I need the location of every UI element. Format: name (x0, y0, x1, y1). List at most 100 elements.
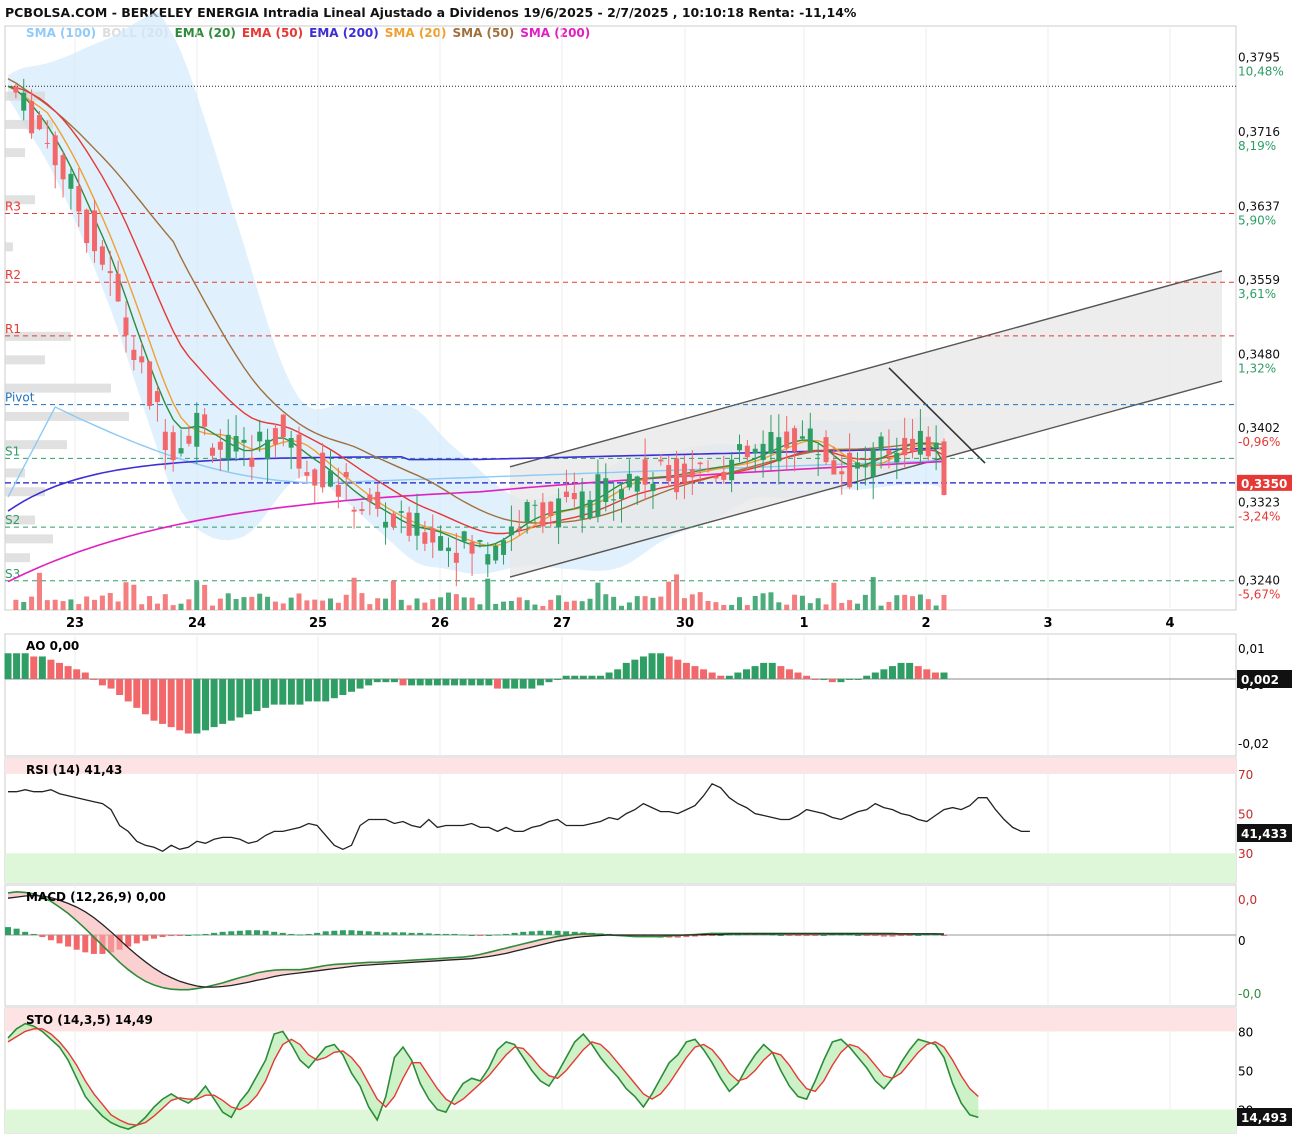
sto-panel[interactable]: STO (14,3,5) 14,4980502014,493 (5, 1008, 1292, 1133)
ao-bar (931, 672, 939, 679)
ao-bar (313, 678, 321, 702)
price-panel[interactable]: R3R2R1PivotS1S2S30,379510,48%0,37168,19%… (5, 11, 1292, 610)
y-tick-label: 0,3480 (1238, 347, 1280, 361)
volume-bar (705, 600, 711, 610)
volume-profile-bar (5, 195, 35, 205)
volume-profile-bar (5, 242, 13, 252)
rsi-panel[interactable]: RSI (14) 41,43 70 50 30 41,433 (5, 758, 1292, 883)
macd-hist-bar (339, 930, 346, 935)
volume-bar (752, 596, 758, 610)
volume-bar (642, 596, 648, 610)
ao-bar (734, 672, 742, 679)
y-tick-label: 0,3323 (1238, 495, 1280, 509)
volume-bar (674, 574, 680, 610)
candle-body (862, 465, 868, 468)
ao-bar (751, 666, 759, 679)
candle-body (312, 469, 318, 486)
candle-body (280, 414, 286, 438)
y-tick-label: 0,3402 (1238, 421, 1280, 435)
volume-bar (414, 598, 420, 610)
ao-bar (837, 678, 845, 683)
candle-body (532, 504, 538, 506)
volume-bar (815, 598, 821, 610)
y-tick-pct: -3,24% (1238, 509, 1280, 523)
ao-bar (742, 669, 750, 679)
candle-body (343, 472, 349, 478)
ao-bar (588, 675, 596, 679)
macd-panel[interactable]: MACD (12,26,9) 0,00 0,0 0 -0,0 (5, 890, 1261, 1001)
macd-hist-bar (73, 934, 80, 950)
ao-bar (468, 678, 476, 686)
candle-body (823, 437, 829, 463)
macd-hist-bar (812, 934, 819, 936)
candle-body (650, 483, 656, 492)
ao-bar (940, 672, 948, 679)
candle-body (170, 432, 176, 461)
macd-hist-bar (846, 934, 853, 936)
candle-body (359, 509, 365, 511)
candle-body (68, 173, 74, 189)
volume-bar (202, 584, 208, 610)
ao-bar (382, 678, 390, 683)
volume-bar (799, 595, 805, 610)
y-tick-pct: 8,19% (1238, 139, 1276, 153)
panel-border (4, 633, 1237, 757)
macd-hist-bar (769, 934, 776, 936)
volume-bar (532, 604, 538, 610)
ao-bar (322, 678, 330, 702)
ao-bar (536, 678, 544, 686)
ao-bar (708, 672, 716, 679)
candle-body (760, 443, 766, 461)
candle-body (917, 430, 923, 455)
macd-hist-bar (923, 934, 930, 936)
macd-hist-bar (228, 931, 235, 935)
volume-bar (540, 605, 546, 610)
macd-hist-bar (82, 934, 89, 953)
candle-body (705, 468, 711, 470)
candle-body (210, 447, 216, 456)
macd-hist-bar (296, 934, 303, 936)
oversold-zone (5, 853, 1236, 883)
pivot-label: S1 (5, 444, 20, 458)
ao-bar (210, 678, 218, 728)
ao-panel[interactable]: AO 0,000,010,00-0,020,002 (4, 639, 1293, 751)
volume-bar (524, 600, 530, 610)
volume-bar (681, 598, 687, 610)
volume-bar (563, 601, 569, 610)
macd-hist-bar (39, 934, 46, 938)
candle-body (634, 476, 640, 492)
macd-hist-bar (460, 934, 467, 936)
macd-hist-bar (700, 934, 707, 937)
candle-body (241, 439, 247, 443)
volume-bar (556, 595, 562, 610)
volume-bar (823, 604, 829, 610)
candle-body (147, 361, 153, 406)
volume-bar (139, 604, 145, 610)
candle-body (611, 499, 617, 501)
macd-hist-bar (786, 934, 793, 936)
sto-d-line (7, 1028, 979, 1126)
volume-bar (390, 580, 396, 610)
y-tick-label: 0,3240 (1238, 573, 1280, 587)
candle-body (681, 463, 687, 483)
candle-body (619, 489, 625, 500)
candle-body (233, 436, 239, 452)
macd-hist-bar (709, 934, 716, 936)
ao-bar (502, 678, 510, 689)
ao-bar (133, 678, 141, 708)
ao-bar (777, 666, 785, 679)
ao-bar (597, 675, 605, 679)
macd-hist-bar (803, 934, 810, 937)
volume-bar (721, 605, 727, 610)
candle-body (744, 445, 750, 458)
volume-bar (327, 598, 333, 610)
candle-body (414, 512, 420, 536)
volume-bar (760, 593, 766, 610)
macd-hist-bar (520, 931, 527, 935)
candle-body (878, 436, 884, 451)
candle-body (44, 142, 50, 144)
ao-bar (390, 678, 398, 683)
ao-bar (167, 678, 175, 728)
candle-body (296, 434, 302, 469)
